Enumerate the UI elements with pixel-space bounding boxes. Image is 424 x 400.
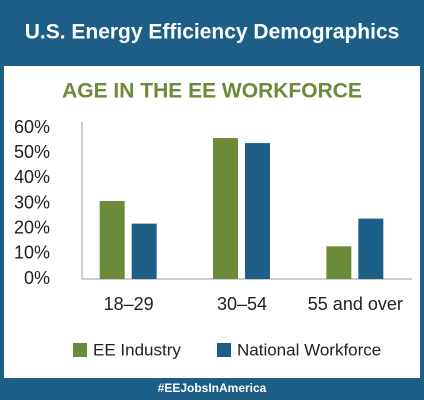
y-tick-label: 30% [14, 192, 50, 212]
legend-swatch [73, 343, 87, 357]
chart-subtitle: AGE IN THE EE WORKFORCE [62, 80, 362, 103]
footer: #EEJobsInAmerica [158, 381, 267, 395]
y-tick-label: 50% [14, 142, 50, 162]
panel [4, 66, 420, 378]
bar [358, 218, 384, 279]
y-tick-label: 20% [14, 217, 50, 237]
bar [245, 143, 270, 279]
y-tick-label: 60% [14, 117, 50, 137]
x-tick-label: 55 and over [308, 294, 403, 314]
bar [99, 200, 125, 279]
chart-title: U.S. Energy Efficiency Demographics [25, 21, 400, 44]
y-tick-label: 0% [24, 268, 50, 288]
legend-swatch [217, 343, 231, 357]
y-tick-label: 10% [14, 243, 50, 263]
bar [213, 138, 238, 279]
legend-label: National Workforce [237, 340, 381, 359]
x-tick-label: 30–54 [217, 294, 267, 314]
bar [326, 246, 352, 279]
legend-label: EE Industry [93, 340, 181, 359]
x-tick-label: 18–29 [104, 294, 154, 314]
y-tick-label: 40% [14, 167, 50, 187]
bar [131, 223, 157, 279]
